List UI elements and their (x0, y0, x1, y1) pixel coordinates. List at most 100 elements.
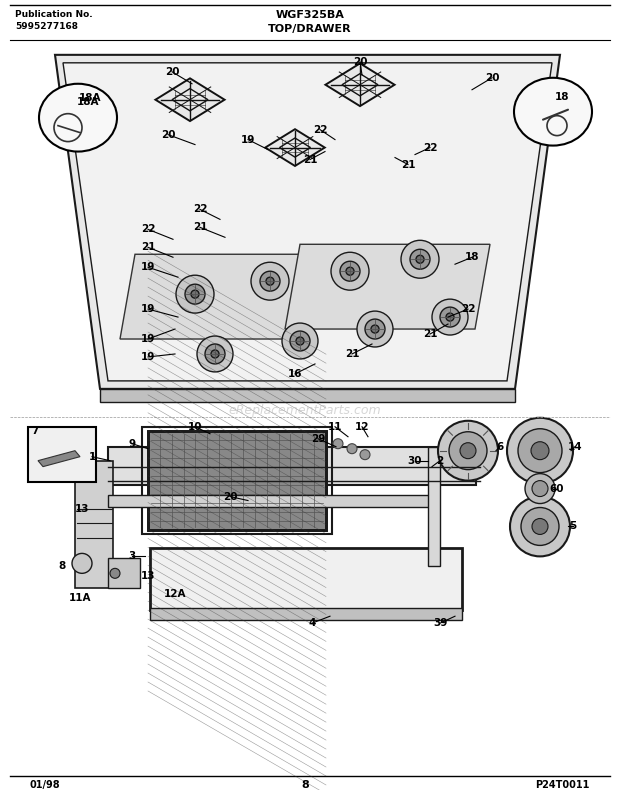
Text: 21: 21 (303, 154, 317, 165)
Circle shape (510, 497, 570, 556)
Circle shape (440, 307, 460, 327)
Text: 7: 7 (32, 426, 38, 436)
Bar (150, 608, 462, 620)
Circle shape (365, 319, 385, 339)
Text: 11: 11 (328, 422, 342, 432)
Text: 13: 13 (141, 571, 155, 581)
Bar (108, 447, 476, 485)
Text: 18A: 18A (77, 97, 99, 107)
Bar (108, 494, 433, 507)
Text: 9: 9 (128, 439, 136, 449)
Circle shape (410, 249, 430, 269)
Circle shape (416, 255, 424, 263)
Text: 11A: 11A (69, 593, 91, 604)
Text: 20: 20 (353, 57, 367, 67)
Text: 12: 12 (355, 422, 370, 432)
Circle shape (518, 428, 562, 473)
Circle shape (531, 442, 549, 459)
Circle shape (331, 253, 369, 290)
Circle shape (371, 325, 379, 333)
Bar (148, 431, 326, 531)
Bar (28, 427, 96, 482)
Circle shape (282, 323, 318, 359)
Text: 22: 22 (423, 143, 437, 153)
Text: 22: 22 (141, 224, 155, 234)
Text: TOP/DRAWER: TOP/DRAWER (268, 24, 352, 34)
Polygon shape (120, 254, 320, 339)
Bar (428, 447, 440, 566)
Text: 13: 13 (75, 504, 89, 513)
Polygon shape (108, 558, 140, 588)
Text: 6: 6 (497, 442, 503, 451)
Text: 39: 39 (433, 619, 447, 628)
Text: 22: 22 (312, 124, 327, 135)
Circle shape (460, 443, 476, 459)
Circle shape (340, 261, 360, 281)
Circle shape (191, 290, 199, 298)
Text: 12A: 12A (164, 589, 186, 600)
Circle shape (347, 444, 357, 454)
Circle shape (185, 284, 205, 304)
Polygon shape (326, 63, 394, 106)
Text: 30: 30 (408, 455, 422, 466)
Text: 20: 20 (165, 67, 179, 77)
Circle shape (296, 337, 304, 345)
Ellipse shape (39, 84, 117, 151)
Text: 21: 21 (193, 223, 207, 232)
Text: 20: 20 (161, 130, 175, 139)
Text: 22: 22 (461, 304, 476, 314)
Circle shape (446, 313, 454, 321)
Text: 18A: 18A (79, 93, 101, 103)
Text: eReplacementParts.com: eReplacementParts.com (229, 404, 381, 417)
Circle shape (357, 311, 393, 347)
Text: 21: 21 (345, 349, 359, 359)
Text: 19: 19 (141, 334, 155, 344)
Circle shape (532, 519, 548, 535)
Text: 18: 18 (555, 92, 569, 101)
Circle shape (507, 418, 573, 484)
Text: 8: 8 (58, 562, 66, 571)
Circle shape (211, 350, 219, 358)
Ellipse shape (514, 78, 592, 146)
Text: 21: 21 (141, 242, 155, 253)
Text: 60: 60 (550, 484, 564, 493)
Text: 5: 5 (569, 521, 577, 531)
Bar (142, 427, 332, 535)
Text: 3: 3 (128, 551, 136, 562)
Circle shape (532, 481, 548, 497)
Circle shape (290, 331, 310, 351)
Text: 10: 10 (188, 422, 202, 432)
Circle shape (525, 474, 555, 504)
Text: 20: 20 (223, 492, 237, 501)
Text: 19: 19 (141, 262, 155, 272)
Text: 14: 14 (568, 442, 582, 451)
Text: 21: 21 (423, 329, 437, 339)
Text: 5995277168: 5995277168 (15, 22, 78, 31)
Bar (75, 461, 113, 588)
Text: 4: 4 (308, 619, 316, 628)
Circle shape (432, 299, 468, 335)
Text: 16: 16 (288, 369, 303, 379)
Polygon shape (156, 78, 224, 121)
Text: WGF325BA: WGF325BA (275, 10, 345, 20)
Circle shape (333, 439, 343, 449)
Text: 8: 8 (301, 780, 309, 790)
Polygon shape (100, 389, 515, 402)
Bar (150, 548, 462, 610)
Circle shape (72, 554, 92, 573)
Circle shape (260, 271, 280, 291)
Circle shape (521, 508, 559, 546)
Text: 19: 19 (141, 304, 155, 314)
Text: 01/98: 01/98 (30, 780, 61, 790)
Text: 1: 1 (89, 451, 95, 462)
Polygon shape (55, 55, 560, 389)
Circle shape (110, 569, 120, 578)
Bar (148, 431, 326, 531)
Text: 20: 20 (485, 73, 499, 83)
Text: 19: 19 (141, 352, 155, 362)
Circle shape (266, 277, 274, 285)
Text: 2: 2 (436, 455, 444, 466)
Polygon shape (38, 451, 80, 466)
Text: Publication No.: Publication No. (15, 10, 92, 19)
Circle shape (449, 432, 487, 470)
